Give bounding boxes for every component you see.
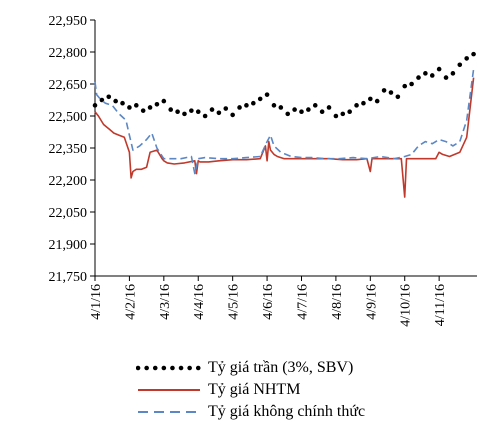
x-tick-label: 4/3/16	[158, 284, 173, 320]
data-point	[120, 100, 125, 106]
legend: Tỷ giá trần (3%, SBV) Tỷ giá NHTM Tỷ giá…	[136, 357, 486, 423]
data-point	[347, 109, 352, 115]
y-tick-label: 22,950	[49, 14, 88, 29]
x-tick-label: 4/8/16	[330, 284, 345, 320]
data-point	[175, 109, 180, 115]
x-tick-label: 4/4/16	[192, 284, 207, 320]
data-point	[395, 94, 401, 100]
data-point	[292, 107, 297, 112]
data-point	[312, 103, 318, 108]
data-point	[154, 101, 160, 107]
data-point	[230, 112, 235, 118]
series-dotted	[92, 51, 476, 119]
x-axis: 4/1/16 4/2/16 4/3/16 4/4/16 4/5/16 4/6/16 4/7/…	[89, 275, 477, 327]
y-tick-label: 22,800	[49, 46, 88, 61]
data-point	[299, 109, 304, 115]
legend-swatch-dashed	[138, 411, 200, 413]
data-point	[92, 103, 98, 108]
x-tick-label: 4/6/16	[261, 284, 276, 320]
data-point	[319, 109, 325, 115]
data-point	[326, 105, 332, 110]
legend-label-ceiling-rate: Tỷ giá trần (3%, SBV)	[208, 359, 354, 376]
legend-swatch-solid	[138, 389, 200, 391]
data-point	[106, 94, 112, 100]
data-point	[416, 75, 421, 80]
data-point	[436, 66, 442, 72]
data-point	[189, 108, 194, 113]
data-point	[161, 98, 167, 104]
data-point	[368, 96, 373, 102]
data-point	[271, 103, 277, 108]
data-point	[443, 75, 449, 80]
data-point	[388, 90, 394, 95]
data-point	[340, 111, 346, 117]
data-point	[429, 73, 435, 78]
data-point	[251, 100, 256, 106]
y-tick-label: 21,900	[49, 238, 88, 253]
y-tick-label: 22,650	[49, 78, 88, 93]
x-tick-label: 4/5/16	[227, 284, 242, 320]
data-point	[202, 113, 208, 119]
data-point	[127, 105, 132, 110]
data-point	[374, 98, 380, 104]
data-point	[306, 107, 311, 112]
data-point	[457, 62, 463, 68]
x-tick-label: 4/10/16	[399, 284, 414, 327]
data-point	[471, 51, 476, 57]
x-tick-label: 4/7/16	[295, 284, 310, 320]
data-point	[285, 111, 291, 117]
data-point	[361, 100, 366, 106]
data-point	[423, 71, 428, 76]
data-point	[99, 97, 105, 103]
data-point	[237, 105, 242, 110]
data-point	[209, 107, 215, 112]
x-tick-label: 4/11/16	[433, 284, 448, 326]
legend-label-unofficial-rate: Tỷ giá không chính thức	[208, 403, 366, 420]
y-axis: 22,950 22,800 22,650 22,500 22,350 22,200 22,0…	[49, 14, 96, 285]
legend-item-unofficial-rate: Tỷ giá không chính thức	[136, 401, 486, 423]
data-point	[244, 103, 249, 108]
data-point	[216, 110, 222, 116]
data-point	[182, 111, 187, 117]
x-tick-label: 4/9/16	[364, 284, 379, 320]
series-line	[94, 68, 475, 175]
legend-label-bank-rate: Tỷ giá NHTM	[208, 381, 301, 398]
y-tick-label: 22,350	[49, 142, 88, 157]
x-tick-label: 4/1/16	[89, 284, 104, 320]
data-point	[195, 109, 201, 115]
legend-item-bank-rate: Tỷ giá NHTM	[136, 379, 486, 401]
data-point	[354, 103, 359, 108]
series-solid	[94, 77, 475, 198]
data-point	[333, 113, 339, 119]
y-tick-label: 22,200	[49, 174, 88, 189]
data-point	[113, 98, 118, 104]
series-line	[94, 77, 475, 198]
x-tick-label: 4/2/16	[123, 284, 138, 320]
data-point	[381, 88, 387, 93]
legend-item-ceiling-rate: Tỷ giá trần (3%, SBV)	[136, 357, 486, 379]
data-point	[464, 56, 469, 61]
data-point	[278, 105, 284, 110]
data-point	[409, 81, 414, 87]
data-point	[133, 103, 139, 108]
data-point	[402, 83, 408, 89]
data-point	[264, 92, 270, 97]
series-layer	[92, 51, 476, 198]
data-point	[147, 105, 153, 110]
legend-swatch-dotted	[136, 365, 202, 371]
data-point	[168, 107, 174, 112]
data-point	[140, 108, 146, 113]
data-point	[223, 106, 229, 111]
series-dashed	[94, 68, 475, 175]
y-tick-label: 22,500	[49, 110, 88, 125]
y-tick-label: 21,750	[49, 270, 88, 285]
data-point	[450, 71, 456, 76]
data-point	[257, 96, 263, 102]
y-tick-label: 22,050	[49, 206, 88, 221]
